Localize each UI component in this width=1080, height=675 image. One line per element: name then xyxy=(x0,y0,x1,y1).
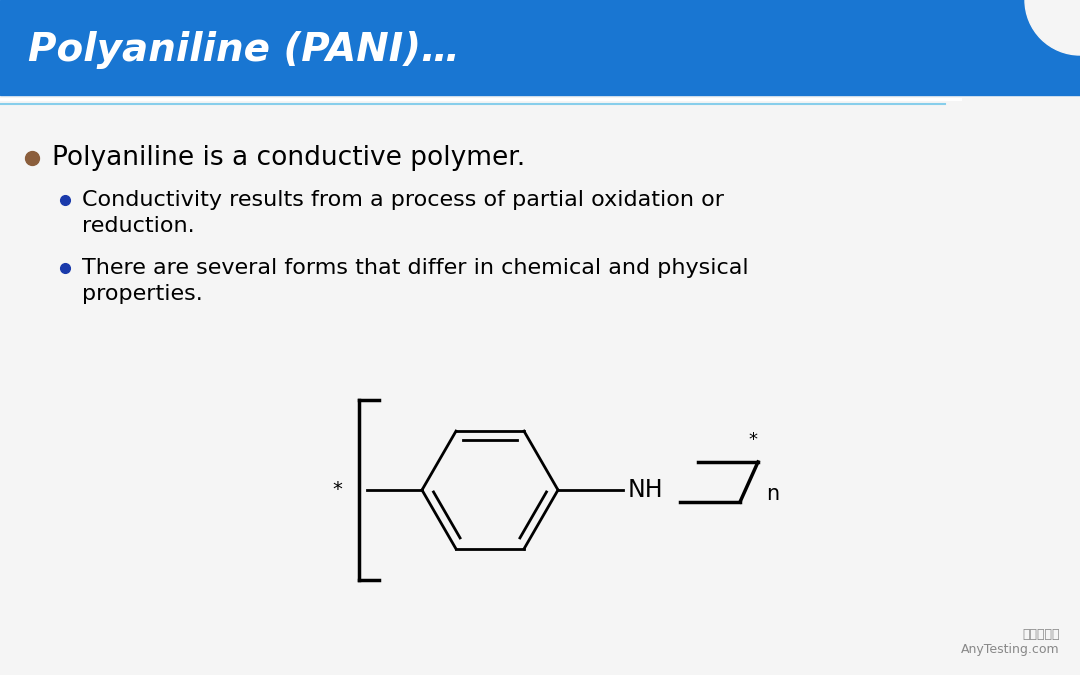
Text: There are several forms that differ in chemical and physical: There are several forms that differ in c… xyxy=(82,258,748,278)
Text: properties.: properties. xyxy=(82,284,203,304)
Text: *: * xyxy=(332,481,342,500)
Text: Polyaniline (PANI)…: Polyaniline (PANI)… xyxy=(28,31,460,69)
Text: n: n xyxy=(766,484,779,504)
Text: *: * xyxy=(748,431,757,449)
Text: Conductivity results from a process of partial oxidation or: Conductivity results from a process of p… xyxy=(82,190,724,210)
Circle shape xyxy=(1025,0,1080,55)
Text: NH: NH xyxy=(627,478,663,502)
Text: reduction.: reduction. xyxy=(82,216,194,236)
Text: AnyTesting.com: AnyTesting.com xyxy=(961,643,1059,656)
Text: Polyaniline is a conductive polymer.: Polyaniline is a conductive polymer. xyxy=(52,145,525,171)
Bar xyxy=(0,0,1080,95)
Text: 嘉峪检测网: 嘉峪检测网 xyxy=(1023,628,1059,641)
